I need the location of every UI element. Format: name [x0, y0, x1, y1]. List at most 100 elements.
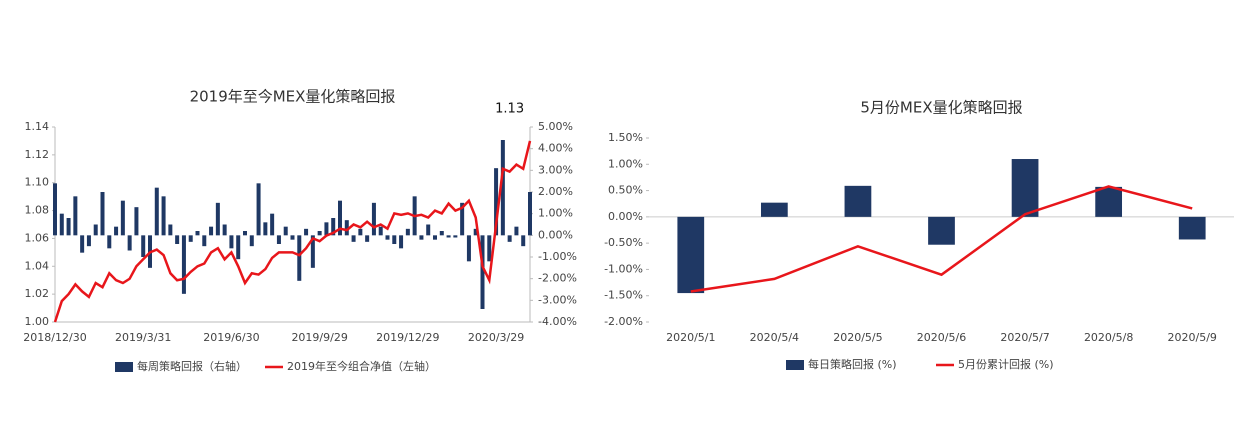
- bar: [385, 235, 390, 240]
- bar: [365, 235, 370, 242]
- bar: [188, 235, 193, 242]
- bar: [80, 235, 85, 253]
- bar: [324, 222, 329, 236]
- bar: [405, 228, 410, 236]
- bar: [439, 231, 444, 236]
- bar: [100, 192, 105, 236]
- bar: [466, 235, 471, 262]
- bar: [371, 202, 376, 236]
- bar: [487, 235, 492, 262]
- bar: [494, 168, 499, 236]
- bar: [507, 235, 512, 242]
- bar: [141, 235, 146, 257]
- y2-tick-label: 3.00%: [538, 163, 573, 176]
- bar: [528, 192, 532, 236]
- bar: [344, 220, 349, 236]
- y2-tick-label: -3.00%: [538, 293, 577, 306]
- bar: [276, 235, 281, 244]
- x-tick-label: 2020/5/7: [1000, 331, 1049, 344]
- bar: [358, 228, 363, 236]
- bar: [127, 235, 132, 251]
- x-tick-label: 2020/3/29: [468, 331, 524, 344]
- chart-title: 2019年至今MEX量化策略回报: [190, 88, 396, 106]
- bar: [114, 226, 119, 236]
- bar: [351, 235, 356, 242]
- y2-tick-label: 2.00%: [538, 185, 573, 198]
- y-tick-label: 0.50%: [608, 184, 643, 197]
- y2-tick-label: 0.00%: [538, 228, 573, 241]
- bar: [1011, 159, 1039, 217]
- bar: [446, 235, 451, 238]
- bar: [460, 202, 465, 236]
- bar: [399, 235, 404, 249]
- y-tick-label: 1.04: [25, 259, 50, 272]
- bar: [256, 183, 261, 236]
- bar: [304, 228, 309, 236]
- y-tick-label: 1.00: [25, 315, 50, 328]
- y-tick-label: 1.08: [25, 204, 50, 217]
- bar: [120, 200, 125, 236]
- bar: [480, 235, 485, 309]
- bar: [331, 218, 336, 236]
- x-tick-label: 2018/12/30: [23, 331, 86, 344]
- chart-title: 5月份MEX量化策略回报: [860, 99, 1022, 117]
- bar: [236, 235, 241, 260]
- bar: [760, 202, 788, 217]
- bar: [222, 224, 227, 236]
- bar: [419, 235, 424, 240]
- bar: [66, 218, 71, 236]
- legend-swatch: [115, 362, 133, 372]
- bar: [243, 231, 247, 236]
- bar: [93, 224, 98, 236]
- bar: [338, 200, 342, 236]
- bar: [378, 226, 383, 236]
- bar: [317, 231, 322, 236]
- x-tick-label: 2019/9/29: [291, 331, 347, 344]
- bar: [86, 235, 91, 247]
- bar: [73, 196, 78, 236]
- bar: [161, 196, 166, 236]
- x-tick-label: 2020/5/6: [917, 331, 966, 344]
- bar: [175, 235, 180, 244]
- y-tick-label: 1.02: [25, 287, 50, 300]
- bar: [500, 140, 505, 236]
- x-tick-label: 2019/12/29: [376, 331, 439, 344]
- legend-label: 每周策略回报（右轴）: [137, 359, 247, 373]
- y-tick-label: 1.14: [25, 120, 50, 133]
- bar: [844, 185, 872, 217]
- line: [53, 140, 532, 323]
- x-tick-label: 2020/5/1: [666, 331, 715, 344]
- bar: [249, 235, 254, 247]
- y-tick-label: -1.00%: [604, 262, 643, 275]
- y2-tick-label: -1.00%: [538, 250, 577, 263]
- bar: [283, 226, 288, 236]
- y2-tick-label: -2.00%: [538, 272, 577, 285]
- bar: [195, 231, 200, 236]
- annotation: 1.13: [495, 102, 524, 117]
- bar: [928, 216, 955, 245]
- bar: [181, 235, 186, 294]
- bar: [453, 235, 458, 238]
- x-tick-label: 2020/5/9: [1168, 331, 1217, 344]
- bar: [521, 235, 526, 247]
- y-tick-label: 1.06: [25, 231, 50, 244]
- bar: [134, 207, 139, 236]
- bar: [154, 187, 159, 236]
- line: [690, 185, 1193, 293]
- x-tick-label: 2020/5/8: [1084, 331, 1133, 344]
- bar: [392, 235, 397, 244]
- bar: [215, 202, 220, 236]
- bar: [677, 216, 705, 294]
- bar: [1178, 216, 1206, 240]
- y-tick-label: -1.50%: [604, 289, 643, 302]
- bar: [209, 226, 214, 236]
- y-tick-label: 1.50%: [608, 131, 643, 144]
- x-tick-label: 2020/5/5: [833, 331, 882, 344]
- y-tick-label: 0.00%: [608, 210, 643, 223]
- bar: [1095, 186, 1123, 217]
- y-tick-label: -0.50%: [604, 236, 643, 249]
- bar: [107, 235, 112, 249]
- bar: [168, 224, 173, 236]
- x-tick-label: 2019/3/31: [115, 331, 171, 344]
